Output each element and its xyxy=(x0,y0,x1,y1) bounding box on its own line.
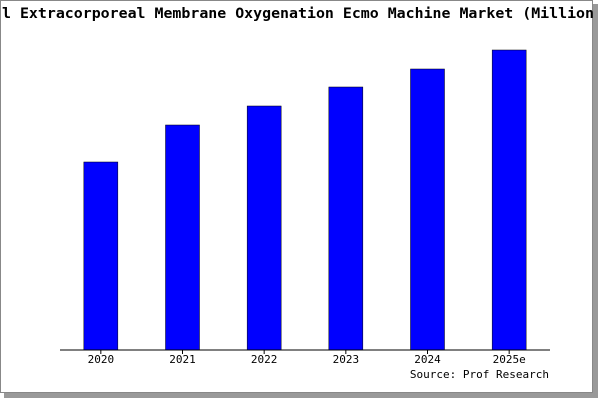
x-tick-label: 2021 xyxy=(169,353,196,366)
bar xyxy=(165,124,200,351)
x-tick-label: 2020 xyxy=(88,353,115,366)
x-tick-label: 2025e xyxy=(493,353,526,366)
bar xyxy=(328,86,364,351)
bar xyxy=(491,49,527,351)
source-note: Source: Prof Research xyxy=(410,368,549,381)
x-tick-label: 2022 xyxy=(251,353,278,366)
x-tick-label: 2023 xyxy=(333,353,360,366)
bar xyxy=(83,161,119,351)
plot-area xyxy=(60,48,550,350)
x-tick-label: 2024 xyxy=(414,353,441,366)
bar xyxy=(246,105,282,351)
bar xyxy=(410,68,445,351)
chart-title: l Extracorporeal Membrane Oxygenation Ec… xyxy=(2,6,594,22)
